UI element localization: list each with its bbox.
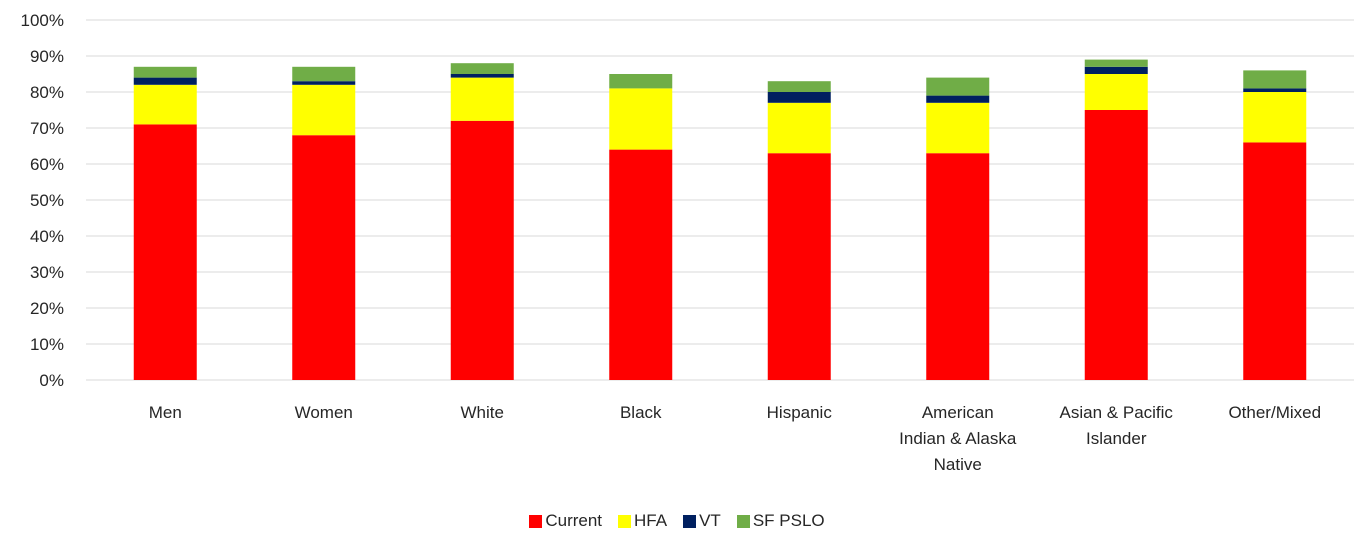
bar-segment-current [926,153,990,380]
legend: Current HFA VT SF PSLO [0,510,1354,532]
bar-segment-current [1084,110,1148,380]
legend-swatch [618,514,632,528]
bar-segment-hfa [926,102,990,154]
y-tick-label: 30% [30,263,64,282]
bar-segment-vt [1084,66,1148,74]
x-category-label: Other/Mixed [1228,403,1321,422]
x-category-label: American Indian & Alaska Native [899,403,1017,474]
bar-segment-hfa [292,84,356,136]
legend-swatch [683,514,697,528]
bar-segment-sf-pslo [1243,70,1307,89]
legend-item: HFA [618,511,667,531]
bar-segment-hfa [1084,74,1148,110]
y-tick-label: 100% [21,11,64,30]
legend-label: VT [699,511,721,530]
bar-segment-current [767,153,831,380]
y-tick-label: 50% [30,191,64,210]
bar-segment-vt [292,81,356,85]
bar-segment-sf-pslo [133,66,197,78]
legend-label: SF PSLO [752,511,825,530]
bar-segment-current [292,135,356,380]
y-tick-label: 20% [30,299,64,318]
x-category-label: White [461,403,504,422]
bar-segment-sf-pslo [609,74,673,89]
x-axis-category-labels: Men Women White Black Hispanic American Indian… [149,403,1321,474]
bar-segment-current [133,124,197,381]
bar-segment-vt [926,95,990,103]
legend-item: Current [529,511,602,531]
bar-segment-hfa [133,84,197,125]
bar-segment-hfa [767,102,831,154]
legend-item: SF PSLO [736,511,825,531]
bar-segment-current [450,120,514,381]
stacked-bar-chart: 0% 10% 20% 30% 40% 50% 60% 70% 80% 90% 100% Men Wom… [21,11,1354,474]
legend-item: VT [683,511,721,531]
bar-segment-vt [767,92,831,103]
bar-segment-vt [133,77,197,85]
bar-segment-sf-pslo [450,63,514,74]
y-tick-label: 0% [39,371,64,390]
y-tick-label: 10% [30,335,64,354]
y-tick-label: 70% [30,119,64,138]
x-category-label: Black [620,403,662,422]
bar-segment-hfa [450,77,514,121]
y-tick-label: 60% [30,155,64,174]
bar-segment-vt [1243,88,1307,92]
bars [133,59,1307,381]
x-category-label: Hispanic [767,403,833,422]
x-category-label: Women [295,403,353,422]
bar-segment-current [609,149,673,380]
bar-segment-sf-pslo [767,81,831,92]
legend-label: HFA [634,511,668,530]
bar-segment-sf-pslo [1084,59,1148,67]
bar-segment-current [1243,142,1307,380]
y-tick-label: 90% [30,47,64,66]
gridlines [86,19,1354,381]
y-tick-label: 40% [30,227,64,246]
x-category-label: Men [149,403,182,422]
bar-segment-hfa [1243,92,1307,143]
bar-segment-sf-pslo [292,66,356,82]
legend-swatch [529,514,543,528]
y-tick-label: 80% [30,83,64,102]
bar-segment-hfa [609,88,673,150]
y-axis-tick-labels: 0% 10% 20% 30% 40% 50% 60% 70% 80% 90% 100% [21,11,64,390]
bar-segment-sf-pslo [926,77,990,96]
legend-swatch [736,514,750,528]
legend-label: Current [545,511,603,530]
x-category-label: Asian & Pacific Islander [1060,403,1174,448]
bar-segment-vt [450,74,514,78]
